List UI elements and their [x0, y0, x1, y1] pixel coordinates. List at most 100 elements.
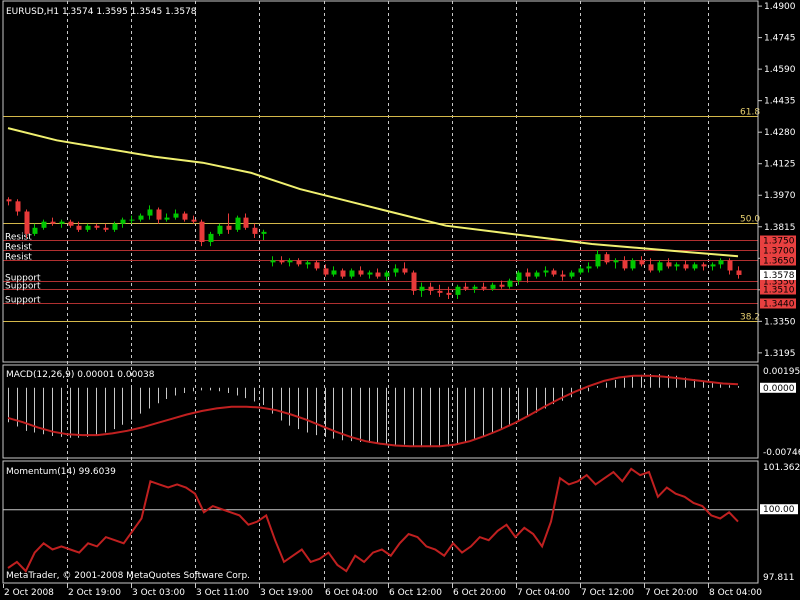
candle[interactable]: [138, 213, 144, 222]
candle[interactable]: [94, 223, 100, 230]
candle[interactable]: [710, 262, 716, 271]
momentum-line: [7, 467, 739, 573]
candle[interactable]: [208, 231, 214, 247]
candle[interactable]: [534, 270, 540, 279]
candle[interactable]: [586, 262, 592, 273]
candle[interactable]: [446, 286, 452, 299]
candle[interactable]: [120, 217, 126, 228]
candle[interactable]: [41, 219, 47, 230]
candle[interactable]: [24, 209, 30, 238]
candle[interactable]: [68, 219, 74, 228]
candle[interactable]: [191, 215, 197, 224]
candle[interactable]: [156, 207, 162, 224]
candle[interactable]: [367, 270, 373, 279]
candle[interactable]: [499, 280, 505, 289]
candle[interactable]: [15, 199, 21, 216]
candle[interactable]: [657, 260, 663, 273]
candle-body: [6, 199, 12, 202]
candle[interactable]: [305, 260, 311, 269]
candle[interactable]: [270, 256, 276, 267]
candle[interactable]: [674, 262, 680, 271]
candle[interactable]: [692, 262, 698, 271]
candle[interactable]: [112, 221, 118, 232]
time-axis-label: 7 Oct 20:00: [645, 588, 698, 598]
candle[interactable]: [630, 258, 636, 271]
sr-price-box-label: 1.3510: [763, 286, 795, 296]
candle[interactable]: [103, 223, 109, 232]
candle[interactable]: [516, 270, 522, 285]
candle-body: [15, 201, 21, 212]
candle[interactable]: [569, 270, 575, 279]
candle[interactable]: [85, 223, 91, 232]
candle[interactable]: [182, 211, 188, 222]
macd-panel[interactable]: [7, 374, 739, 448]
candle[interactable]: [578, 266, 584, 275]
candle[interactable]: [164, 213, 170, 222]
candle[interactable]: [340, 268, 346, 279]
candle[interactable]: [455, 284, 461, 299]
candle[interactable]: [666, 258, 672, 269]
candle[interactable]: [6, 197, 12, 206]
candle[interactable]: [217, 223, 223, 236]
candle[interactable]: [613, 258, 619, 269]
candle[interactable]: [472, 284, 478, 293]
candle-body: [164, 217, 170, 220]
candle[interactable]: [411, 270, 417, 295]
candle[interactable]: [551, 268, 557, 277]
candle[interactable]: [736, 266, 742, 279]
candle[interactable]: [76, 221, 82, 232]
candle[interactable]: [481, 282, 487, 291]
candle[interactable]: [243, 213, 249, 230]
candle[interactable]: [419, 282, 425, 297]
candle-body: [736, 270, 742, 275]
candle[interactable]: [490, 282, 496, 291]
candle[interactable]: [543, 266, 549, 277]
candle[interactable]: [323, 264, 329, 277]
candle[interactable]: [428, 282, 434, 295]
candle[interactable]: [727, 258, 733, 275]
sr-price-box: [760, 284, 796, 295]
candle[interactable]: [648, 258, 654, 273]
candle[interactable]: [560, 270, 566, 281]
candle[interactable]: [402, 262, 408, 275]
candle-body: [41, 221, 47, 228]
candle[interactable]: [32, 223, 38, 236]
candle[interactable]: [279, 256, 285, 265]
candle[interactable]: [622, 256, 628, 271]
price-panel[interactable]: 61.850.038.2ResistResistResistSupportSup…: [3, 108, 760, 323]
candle[interactable]: [701, 262, 707, 271]
candle[interactable]: [173, 209, 179, 220]
candle[interactable]: [507, 278, 513, 289]
candle[interactable]: [358, 266, 364, 277]
candle[interactable]: [147, 205, 153, 220]
candle[interactable]: [683, 260, 689, 271]
candle[interactable]: [384, 270, 390, 281]
candle[interactable]: [639, 256, 645, 267]
candle[interactable]: [604, 252, 610, 265]
momentum-panel[interactable]: [3, 467, 758, 573]
candle[interactable]: [261, 229, 267, 240]
candle[interactable]: [718, 258, 724, 269]
candle[interactable]: [437, 284, 443, 297]
candle[interactable]: [331, 266, 337, 277]
candle[interactable]: [595, 250, 601, 269]
candle[interactable]: [314, 260, 320, 271]
candle-body: [85, 225, 91, 230]
candle-body: [402, 268, 408, 273]
candle[interactable]: [59, 219, 65, 228]
candle[interactable]: [463, 282, 469, 291]
candle[interactable]: [287, 258, 293, 267]
candle[interactable]: [296, 258, 302, 267]
candle[interactable]: [525, 268, 531, 283]
candle[interactable]: [252, 223, 258, 238]
candle[interactable]: [199, 219, 205, 247]
candle[interactable]: [226, 213, 232, 234]
candle[interactable]: [235, 215, 241, 232]
candle[interactable]: [349, 268, 355, 279]
candle[interactable]: [393, 264, 399, 277]
candle[interactable]: [129, 215, 135, 224]
candle[interactable]: [50, 217, 56, 226]
candle[interactable]: [375, 268, 381, 279]
